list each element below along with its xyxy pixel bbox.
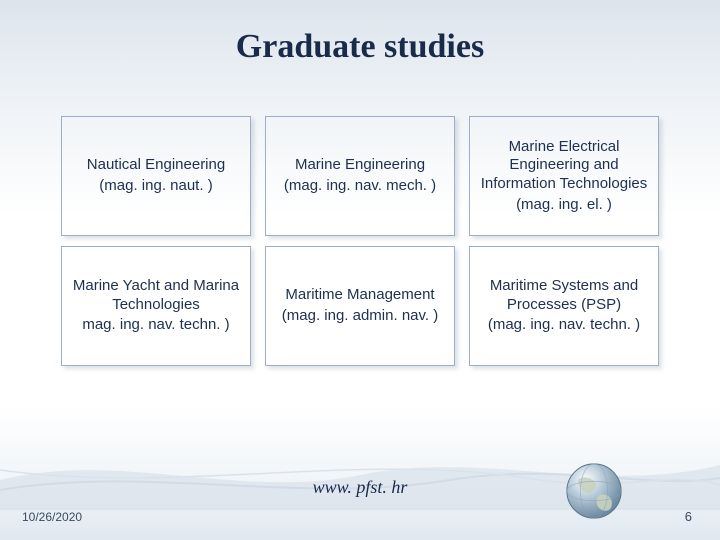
program-cell: Nautical Engineering (mag. ing. naut. ) [61,116,251,236]
program-name: Marine Yacht and Marina Technologies [70,277,242,315]
program-cell: Maritime Systems and Processes (PSP) (ma… [469,246,659,366]
program-cell: Maritime Management (mag. ing. admin. na… [265,246,455,366]
program-name: Marine Engineering [295,156,425,175]
slide-title: Graduate studies [0,0,720,66]
program-degree: (mag. ing. admin. nav. ) [282,307,438,326]
page-number: 6 [685,509,692,524]
program-name: Marine Electrical Engineering and Inform… [478,138,650,194]
program-degree: (mag. ing. nav. mech. ) [284,177,436,196]
footer-url: www. pfst. hr [0,477,720,498]
program-name: Maritime Systems and Processes (PSP) [478,277,650,315]
program-cell: Marine Electrical Engineering and Inform… [469,116,659,236]
program-degree: (mag. ing. nav. techn. ) [488,316,640,335]
program-name: Maritime Management [285,286,434,305]
program-cell: Marine Engineering (mag. ing. nav. mech.… [265,116,455,236]
program-grid: Nautical Engineering (mag. ing. naut. ) … [0,116,720,366]
program-degree: mag. ing. nav. techn. ) [82,316,229,335]
footer-date: 10/26/2020 [22,510,82,524]
program-cell: Marine Yacht and Marina Technologies mag… [61,246,251,366]
program-degree: (mag. ing. el. ) [516,196,612,215]
program-name: Nautical Engineering [87,156,225,175]
program-degree: (mag. ing. naut. ) [99,177,212,196]
